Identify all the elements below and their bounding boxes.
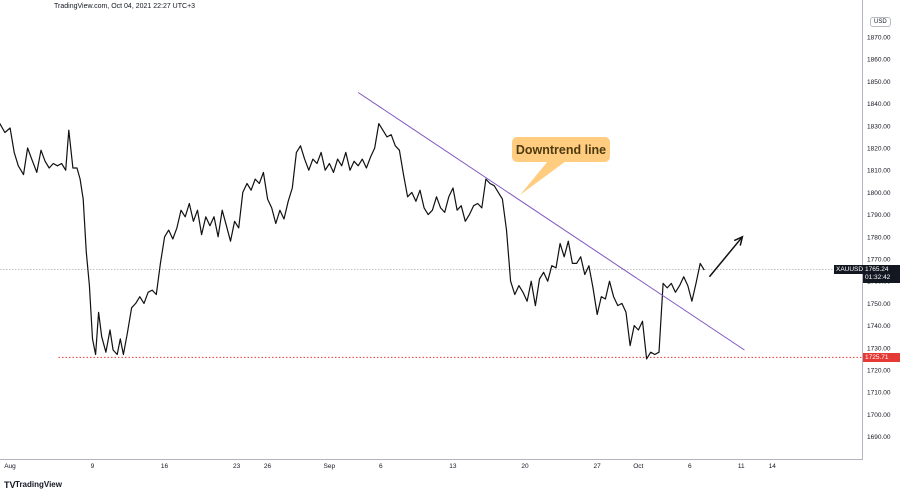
price-tag: 1765.24 01:32:42 [863, 265, 900, 283]
callout-text: Downtrend line [515, 142, 607, 157]
x-tick-label: 27 [593, 463, 601, 470]
level-lines [0, 269, 862, 358]
support-price-tag: 1725.71 [863, 353, 900, 362]
support-price-label: 1725.71 [865, 354, 889, 361]
callout-pointer [520, 161, 566, 195]
x-tick-labels: Aug 9 16 23 26 Sep 6 13 20 27 Oct 6 11 14 [4, 463, 776, 470]
y-tick-label: 1830.00 [867, 123, 891, 130]
y-tick-label: 1800.00 [867, 190, 891, 197]
y-tick-label: 1780.00 [867, 234, 891, 241]
x-tick-label: 9 [91, 463, 95, 470]
y-tick-label: 1750.00 [867, 301, 891, 308]
y-tick-label: 1810.00 [867, 168, 891, 175]
symbol-tag: XAUUSD [834, 265, 866, 274]
x-tick-label: Aug [4, 463, 16, 470]
y-tick-label: 1790.00 [867, 212, 891, 219]
downtrend-callout: Downtrend line [512, 137, 610, 162]
y-tick-label: 1820.00 [867, 146, 891, 153]
y-tick-label: 1730.00 [867, 345, 891, 352]
x-tick-label: 6 [688, 463, 692, 470]
y-tick-label: 1740.00 [867, 323, 891, 330]
x-tick-label: 20 [521, 463, 529, 470]
y-tick-label: 1770.00 [867, 257, 891, 264]
annotation-group [357, 92, 745, 351]
y-tick-label: 1710.00 [867, 390, 891, 397]
currency-label[interactable]: USD [870, 17, 891, 27]
bullish-arrow [708, 236, 743, 278]
x-tick-label: 26 [264, 463, 272, 470]
y-tick-label: 1860.00 [867, 57, 891, 64]
y-tick-label: 1840.00 [867, 101, 891, 108]
y-tick-label: 1700.00 [867, 412, 891, 419]
price-series-line [0, 122, 705, 360]
brand-name: TradingView [15, 480, 62, 489]
x-tick-label: 23 [233, 463, 241, 470]
x-tick-label: Oct [633, 463, 643, 470]
x-tick-label: Sep [324, 463, 336, 470]
chart-header: TradingView.com, Oct 04, 2021 22:27 UTC+… [54, 3, 195, 10]
x-tick-label: 14 [769, 463, 777, 470]
y-tick-label: 1720.00 [867, 368, 891, 375]
x-tick-label: 16 [161, 463, 169, 470]
x-tick-label: 11 [738, 463, 745, 470]
y-tick-label: 1690.00 [867, 434, 891, 441]
chart-axes [0, 0, 863, 460]
x-tick-label: 13 [449, 463, 457, 470]
tradingview-logo-icon: TV [4, 480, 16, 490]
downtrend-line [357, 92, 745, 351]
y-tick-label: 1870.00 [867, 35, 891, 42]
countdown-label: 01:32:42 [865, 274, 891, 281]
x-tick-label: 6 [379, 463, 383, 470]
bullish-arrow-head [733, 235, 744, 246]
y-tick-labels: 1690.00 1700.00 1710.00 1720.00 1730.00 1740.… [867, 35, 891, 442]
y-tick-label: 1850.00 [867, 79, 891, 86]
series-group [0, 122, 705, 360]
current-price-label: 1765.24 [865, 266, 889, 273]
symbol-label: XAUUSD [836, 266, 864, 273]
header-source: TradingView.com, Oct 04, 2021 22:27 UTC+… [54, 3, 196, 10]
